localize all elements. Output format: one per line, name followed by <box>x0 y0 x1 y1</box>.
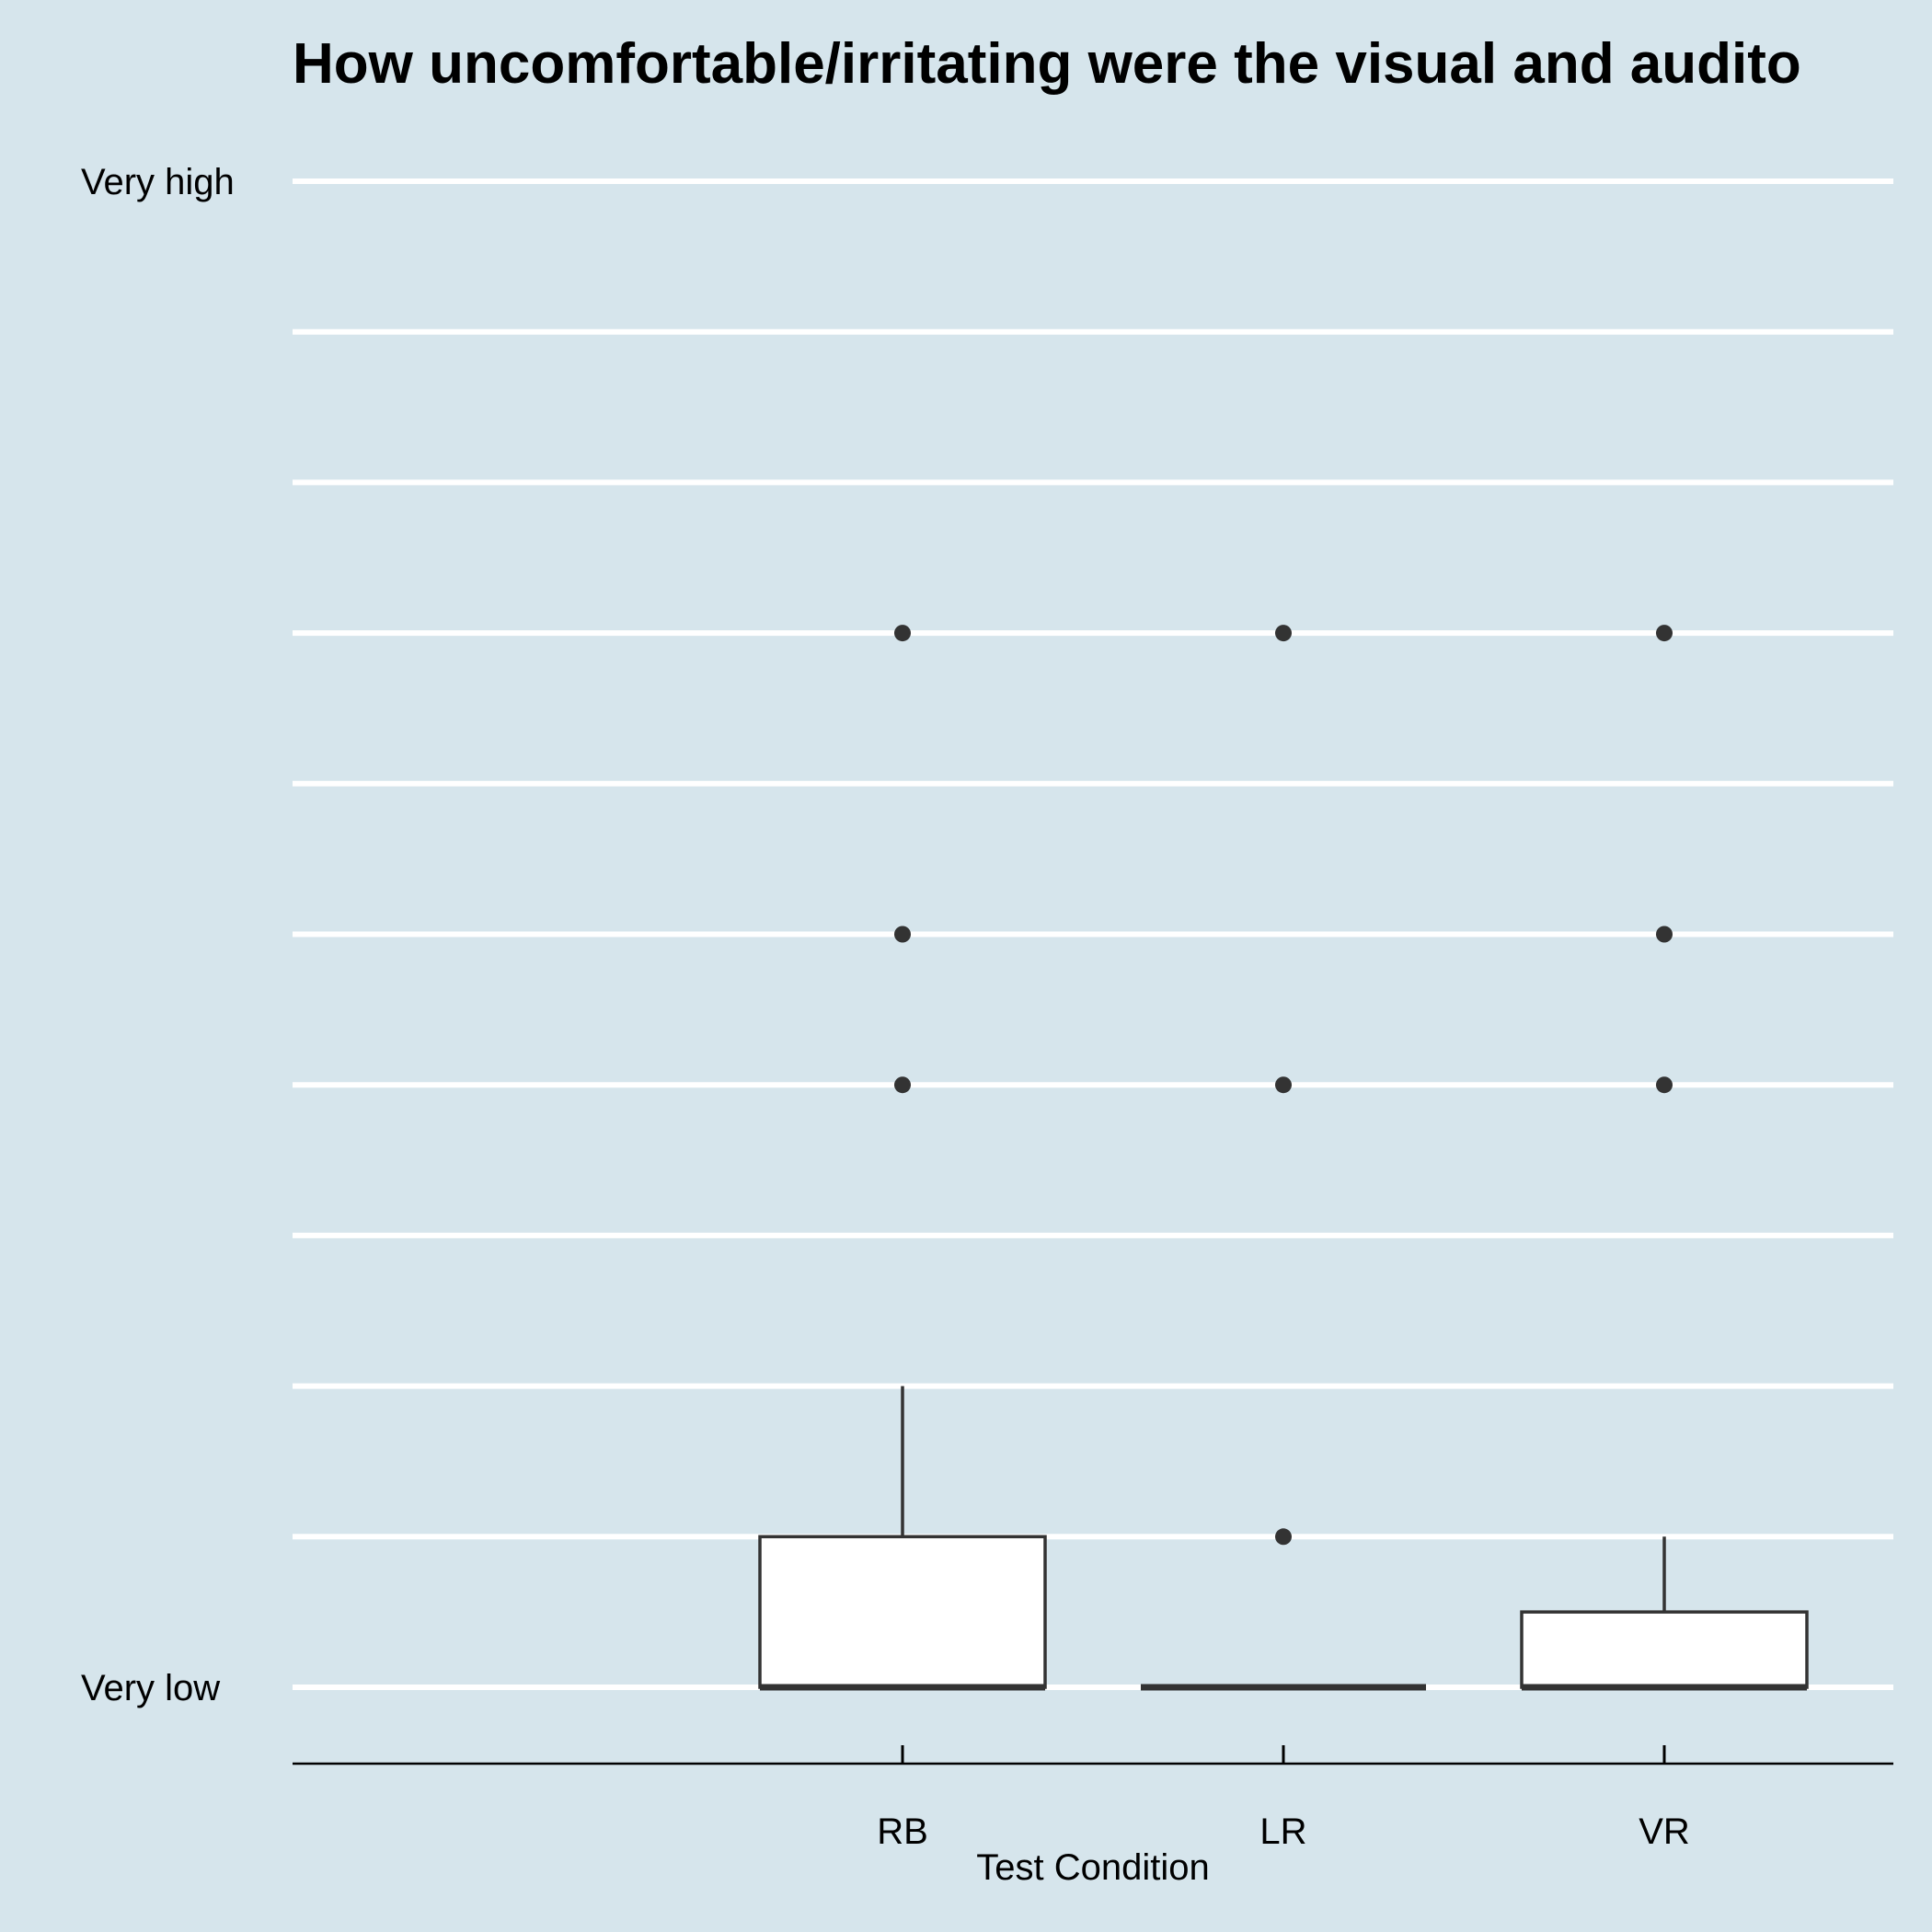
x-tick-label: VR <box>1639 1811 1690 1852</box>
outlier-point <box>1275 1528 1292 1546</box>
box-VR <box>1520 625 1809 1691</box>
outlier-point <box>1275 1076 1292 1094</box>
chart-title: How uncomfortable/irritating were the vi… <box>293 32 1801 96</box>
outlier-point <box>894 926 911 943</box>
outlier-point <box>1656 1076 1673 1094</box>
outlier-point <box>1275 625 1292 642</box>
outlier-point <box>894 625 911 642</box>
x-tick-label: RB <box>877 1811 928 1852</box>
outlier-point <box>1656 625 1673 642</box>
box-RB <box>758 625 1047 1691</box>
box-LR <box>1141 625 1426 1691</box>
axes <box>293 1745 1893 1765</box>
box-iqr <box>1520 1610 1809 1689</box>
boxes <box>758 625 1809 1691</box>
x-axis-title: Test Condition <box>976 1847 1209 1888</box>
labels: How uncomfortable/irritating were the vi… <box>81 32 1801 1888</box>
x-tick-label: LR <box>1259 1811 1306 1852</box>
outlier-point <box>1656 926 1673 943</box>
gridlines <box>293 178 1893 1690</box>
outlier-point <box>894 1076 911 1094</box>
y-tick-label: Very low <box>81 1668 220 1708</box>
box-iqr <box>758 1535 1047 1689</box>
y-tick-label: Very high <box>81 162 235 202</box>
